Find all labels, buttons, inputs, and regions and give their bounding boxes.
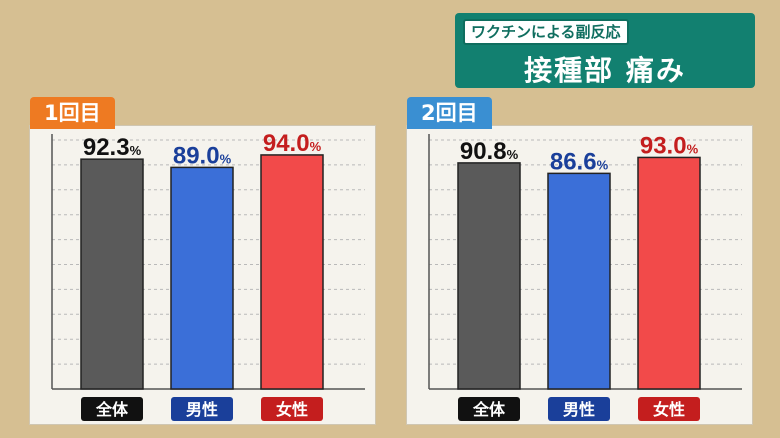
category-box bbox=[81, 397, 143, 421]
bar-chart-dose-2: 90.8% 全体 86.6% 男性 93.0% 女性 bbox=[428, 132, 742, 421]
category-box bbox=[171, 397, 233, 421]
panel-dose-2: 90.8% 全体 86.6% 男性 93.0% 女性 bbox=[406, 125, 753, 425]
value-label: 93.0% bbox=[640, 132, 699, 159]
unit-label: % bbox=[687, 141, 699, 156]
bar-全体 bbox=[457, 162, 521, 390]
bar-女性 bbox=[260, 154, 324, 390]
category-box bbox=[638, 397, 700, 421]
category-box bbox=[458, 397, 520, 421]
category-box bbox=[261, 397, 323, 421]
value-label: 92.3% bbox=[83, 134, 142, 161]
unit-label: % bbox=[220, 151, 232, 166]
chart-subtitle: ワクチンによる副反応 bbox=[463, 19, 629, 45]
category-label: 女性 bbox=[653, 400, 685, 419]
value-label: 89.0% bbox=[173, 142, 232, 169]
category-label: 全体 bbox=[472, 400, 506, 419]
category-box bbox=[548, 397, 610, 421]
category-label: 女性 bbox=[276, 400, 308, 419]
bar-男性 bbox=[170, 166, 234, 390]
category-label: 男性 bbox=[563, 400, 595, 419]
value-label: 86.6% bbox=[550, 148, 609, 175]
chart-title: 接種部 痛み bbox=[524, 54, 686, 87]
unit-label: % bbox=[597, 157, 609, 172]
unit-label: % bbox=[507, 147, 519, 162]
bar-全体 bbox=[80, 158, 144, 390]
unit-label: % bbox=[130, 143, 142, 158]
title-box: ワクチンによる副反応 接種部 痛み bbox=[455, 13, 755, 88]
value-label: 94.0% bbox=[263, 130, 322, 157]
value-label: 90.8% bbox=[460, 138, 519, 165]
category-label: 全体 bbox=[95, 400, 129, 419]
unit-label: % bbox=[310, 139, 322, 154]
dose-2-tab: 2回目 bbox=[407, 97, 492, 129]
panel-dose-1: 92.3% 全体 89.0% 男性 94.0% 女性 bbox=[29, 125, 376, 425]
bar-男性 bbox=[547, 172, 611, 390]
bar-女性 bbox=[637, 156, 701, 390]
category-label: 男性 bbox=[186, 400, 218, 419]
dose-1-tab: 1回目 bbox=[30, 97, 115, 129]
bar-chart-dose-1: 92.3% 全体 89.0% 男性 94.0% 女性 bbox=[51, 130, 365, 421]
